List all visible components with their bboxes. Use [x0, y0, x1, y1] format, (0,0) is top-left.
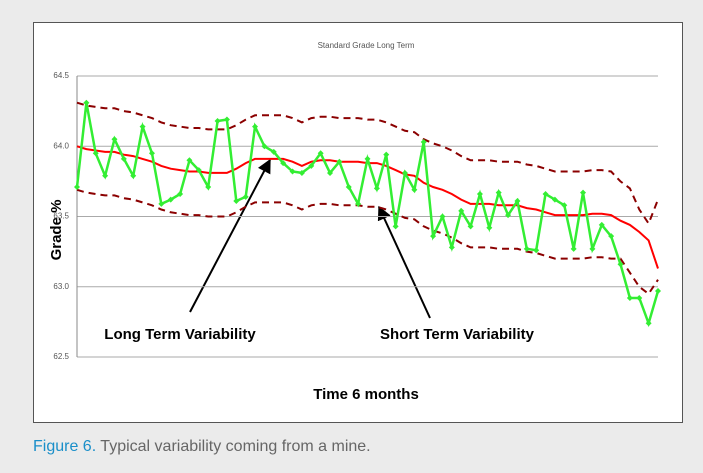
data-point [617, 261, 624, 268]
chart-frame [33, 22, 683, 423]
data-point [636, 294, 643, 301]
series-line [76, 188, 659, 296]
data-point [177, 191, 184, 198]
data-point [373, 185, 380, 192]
data-point [645, 320, 652, 327]
chart-title: Standard Grade Long Term [318, 41, 415, 50]
annotation: Short Term Variability [380, 326, 535, 343]
data-point [111, 136, 118, 143]
series-line [76, 101, 659, 226]
data-point [223, 116, 230, 123]
data-point [626, 294, 633, 301]
data-point [533, 247, 540, 254]
data-point [392, 223, 399, 230]
data-point [401, 169, 408, 176]
data-point [270, 148, 277, 155]
data-point [355, 200, 362, 207]
data-point [570, 245, 577, 252]
data-point [252, 123, 259, 130]
data-point [655, 287, 661, 294]
data-point [580, 189, 587, 196]
data-point [214, 117, 221, 124]
data-point [430, 233, 437, 240]
data-point [139, 123, 146, 130]
data-point [233, 198, 240, 205]
arrow [377, 205, 431, 319]
data-point [542, 191, 549, 198]
data-point [439, 213, 446, 220]
data-point [458, 207, 465, 214]
data-point [523, 245, 530, 252]
data-point [514, 198, 521, 205]
data-point [92, 150, 99, 157]
chart: Standard Grade Long Term Grade % Time 6 … [48, 41, 661, 403]
data-point [298, 169, 305, 176]
caption-text: Typical variability coming from a mine. [100, 438, 371, 455]
data-point [74, 183, 80, 190]
data-point [383, 151, 390, 158]
data-point [364, 155, 371, 162]
data-point [308, 162, 315, 169]
caption-label: Figure 6. [33, 438, 97, 455]
data-point [598, 221, 605, 228]
caption: Figure 6. Typical variability coming fro… [33, 438, 371, 456]
data-point [242, 193, 249, 200]
data-point [486, 224, 493, 231]
arrow [189, 158, 271, 313]
y-tick-label: 64.5 [53, 71, 69, 80]
data-point [186, 157, 193, 164]
y-axis-label: Grade % [48, 200, 65, 261]
series-line [75, 102, 660, 328]
data-point [158, 200, 165, 207]
data-point [448, 244, 455, 251]
data-point [148, 150, 155, 157]
y-tick-label: 63.5 [53, 212, 69, 221]
y-tick-label: 62.5 [53, 352, 69, 361]
data-point [505, 212, 512, 219]
data-point [280, 160, 287, 167]
data-point [589, 245, 596, 252]
data-point [495, 189, 502, 196]
data-point [327, 169, 334, 176]
data-point [561, 202, 568, 209]
y-tick-label: 63.0 [53, 282, 69, 291]
data-point [476, 191, 483, 198]
data-point [551, 196, 558, 203]
data-point [289, 168, 296, 175]
data-point [205, 183, 212, 190]
data-point [411, 186, 418, 193]
data-point [120, 155, 127, 162]
data-point [336, 158, 343, 165]
data-point [130, 172, 137, 179]
y-tick-label: 64.0 [53, 141, 69, 150]
data-point [317, 150, 324, 157]
data-point [345, 183, 352, 190]
data-point [102, 172, 109, 179]
data-point [608, 233, 615, 240]
data-point [420, 139, 427, 146]
data-point [167, 196, 174, 203]
annotation: Long Term Variability [104, 326, 256, 343]
data-point [83, 99, 90, 106]
x-axis-label: Time 6 months [313, 386, 419, 403]
data-point [195, 167, 202, 174]
data-point [261, 143, 268, 150]
data-point [467, 223, 474, 230]
